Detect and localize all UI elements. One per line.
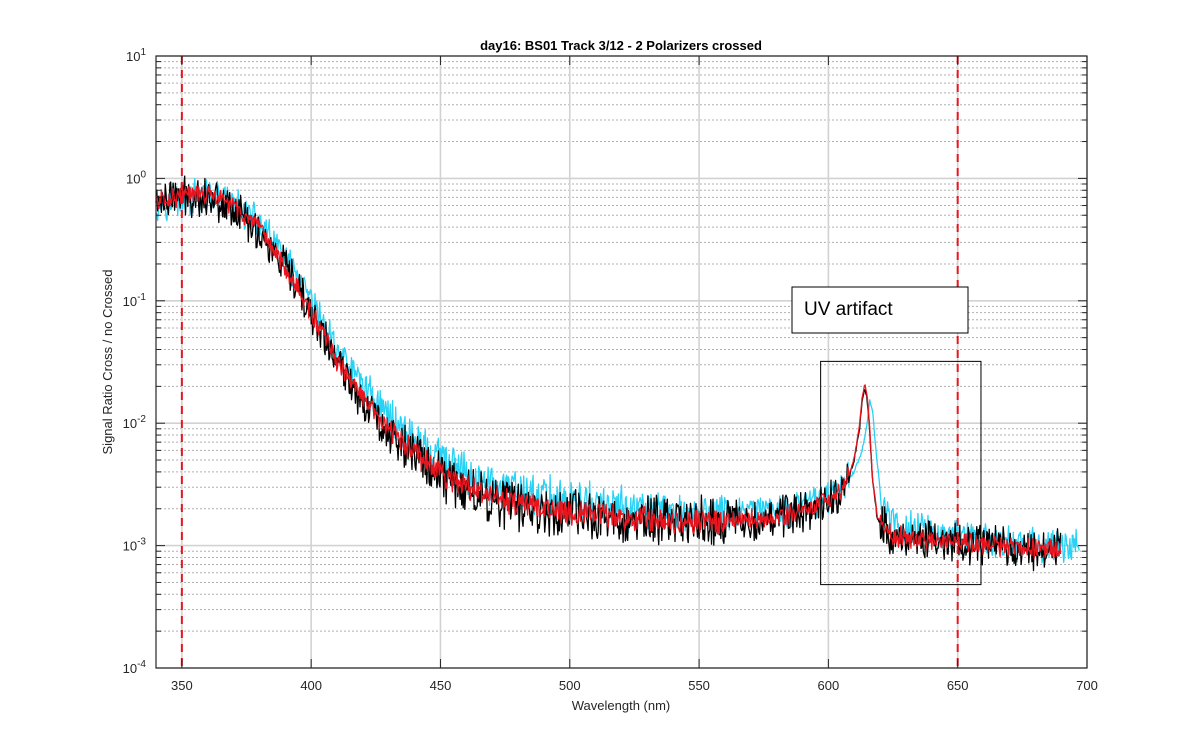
- x-tick-label: 350: [171, 678, 193, 693]
- axes-box: [155, 55, 1088, 669]
- y-tick-label: 101: [126, 47, 146, 64]
- y-tick-label: 10-1: [123, 292, 147, 309]
- y-tick-label: 10-2: [123, 414, 147, 431]
- annotation-box: UV artifact: [791, 286, 969, 334]
- y-tick-label: 10-4: [123, 659, 147, 676]
- axis-ticks: [156, 55, 1088, 669]
- axes-background: [156, 56, 1087, 668]
- y-tick-labels: 10-4 10-3 10-2 10-1 100 101: [123, 47, 147, 676]
- y-tick-label: 10-3: [123, 537, 147, 554]
- x-tick-label: 600: [818, 678, 840, 693]
- x-tick-label: 700: [1076, 678, 1098, 693]
- annotation-region: [820, 360, 982, 586]
- x-tick-label: 500: [559, 678, 581, 693]
- plot-area: [155, 55, 1088, 669]
- annotation-rectangle: [820, 360, 982, 586]
- x-tick-labels: 350 400 450 500 550 600 650 700: [171, 678, 1098, 693]
- y-axis-label: Signal Ratio Cross / no Crossed: [100, 270, 115, 455]
- series-layer: [155, 175, 1080, 572]
- annotation-textbox: [791, 286, 969, 334]
- x-tick-label: 550: [688, 678, 710, 693]
- minor-grid: [156, 61, 1087, 632]
- x-axis-label: Wavelength (nm): [572, 698, 671, 713]
- y-tick-label: 100: [126, 169, 146, 186]
- annotation-label: UV artifact: [804, 299, 893, 320]
- series-line-3: [155, 185, 1062, 559]
- x-tick-label: 400: [300, 678, 322, 693]
- reference-lines: [180, 56, 959, 668]
- x-tick-label: 450: [430, 678, 452, 693]
- x-tick-label: 650: [947, 678, 969, 693]
- chart-title: day16: BS01 Track 3/12 - 2 Polarizers cr…: [480, 38, 762, 53]
